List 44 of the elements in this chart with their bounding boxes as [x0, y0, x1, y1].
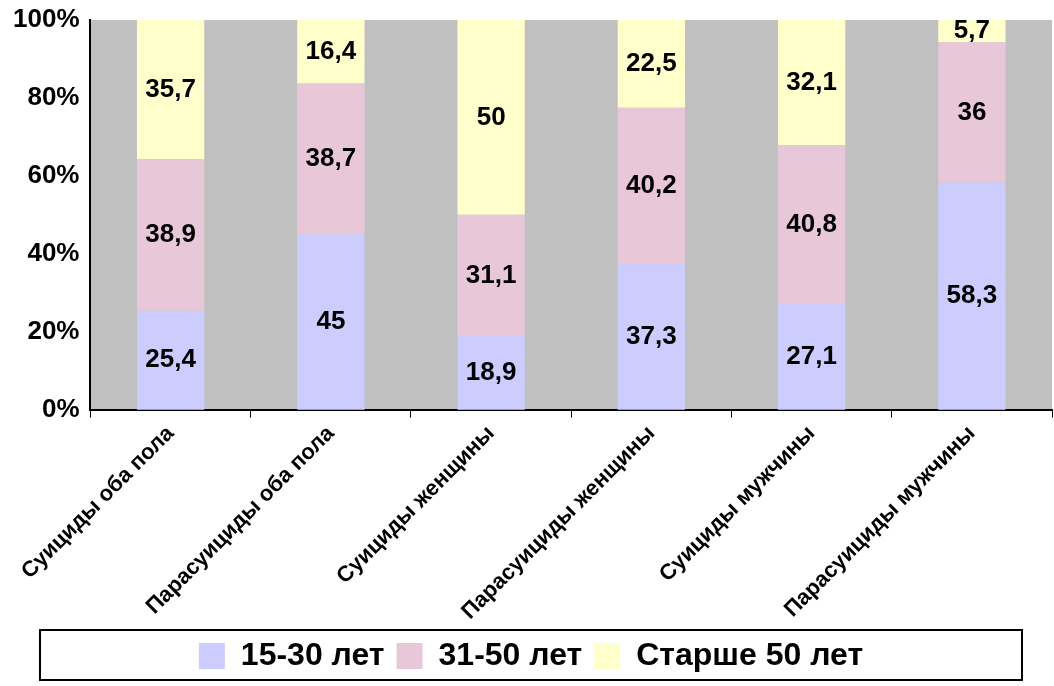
- bar: [777, 145, 846, 305]
- data-label: 45: [316, 305, 346, 336]
- y-tick-label: 20%: [27, 314, 80, 345]
- data-label: 35,7: [145, 72, 196, 103]
- bar: [297, 19, 365, 84]
- bar: [457, 20, 525, 215]
- bar: [297, 83, 365, 235]
- data-label: 36: [957, 95, 987, 126]
- data-label: 18,9: [465, 355, 517, 386]
- bar: [136, 20, 205, 160]
- data-label: 58,3: [946, 279, 998, 310]
- bar: [938, 182, 1006, 410]
- data-label: 38,7: [305, 142, 357, 173]
- bar: [297, 234, 365, 410]
- data-label: 50: [476, 100, 506, 131]
- y-tick-label: 40%: [27, 236, 80, 267]
- y-tick-label: 80%: [27, 81, 80, 112]
- data-label: 38,9: [145, 218, 196, 249]
- data-label: 5,7: [953, 14, 990, 45]
- data-label: 32,1: [786, 65, 837, 96]
- data-label: 37,3: [626, 320, 677, 351]
- bar: [457, 214, 525, 336]
- y-tick-label: 100%: [13, 3, 80, 34]
- data-label: 40,2: [626, 169, 677, 200]
- data-label: 31,1: [465, 258, 517, 289]
- bar: [617, 107, 686, 265]
- bar: [136, 159, 205, 311]
- y-tick-label: 0%: [41, 392, 80, 423]
- bar: [457, 335, 525, 410]
- legend-label: Старше 50 лет: [636, 635, 864, 672]
- bar: [777, 20, 846, 146]
- data-label: 22,5: [626, 47, 677, 78]
- legend-label: 15-30 лет: [240, 635, 385, 672]
- legend-label: 31-50 лет: [438, 635, 583, 672]
- bar: [617, 264, 686, 410]
- data-label: 27,1: [786, 340, 837, 371]
- bar: [136, 310, 205, 410]
- data-label: 25,4: [145, 343, 197, 374]
- bar: [777, 304, 846, 410]
- bar: [617, 20, 686, 108]
- bar: [938, 42, 1006, 183]
- data-label: 40,8: [786, 207, 837, 238]
- y-tick-label: 60%: [27, 159, 80, 190]
- data-label: 16,4: [305, 34, 357, 65]
